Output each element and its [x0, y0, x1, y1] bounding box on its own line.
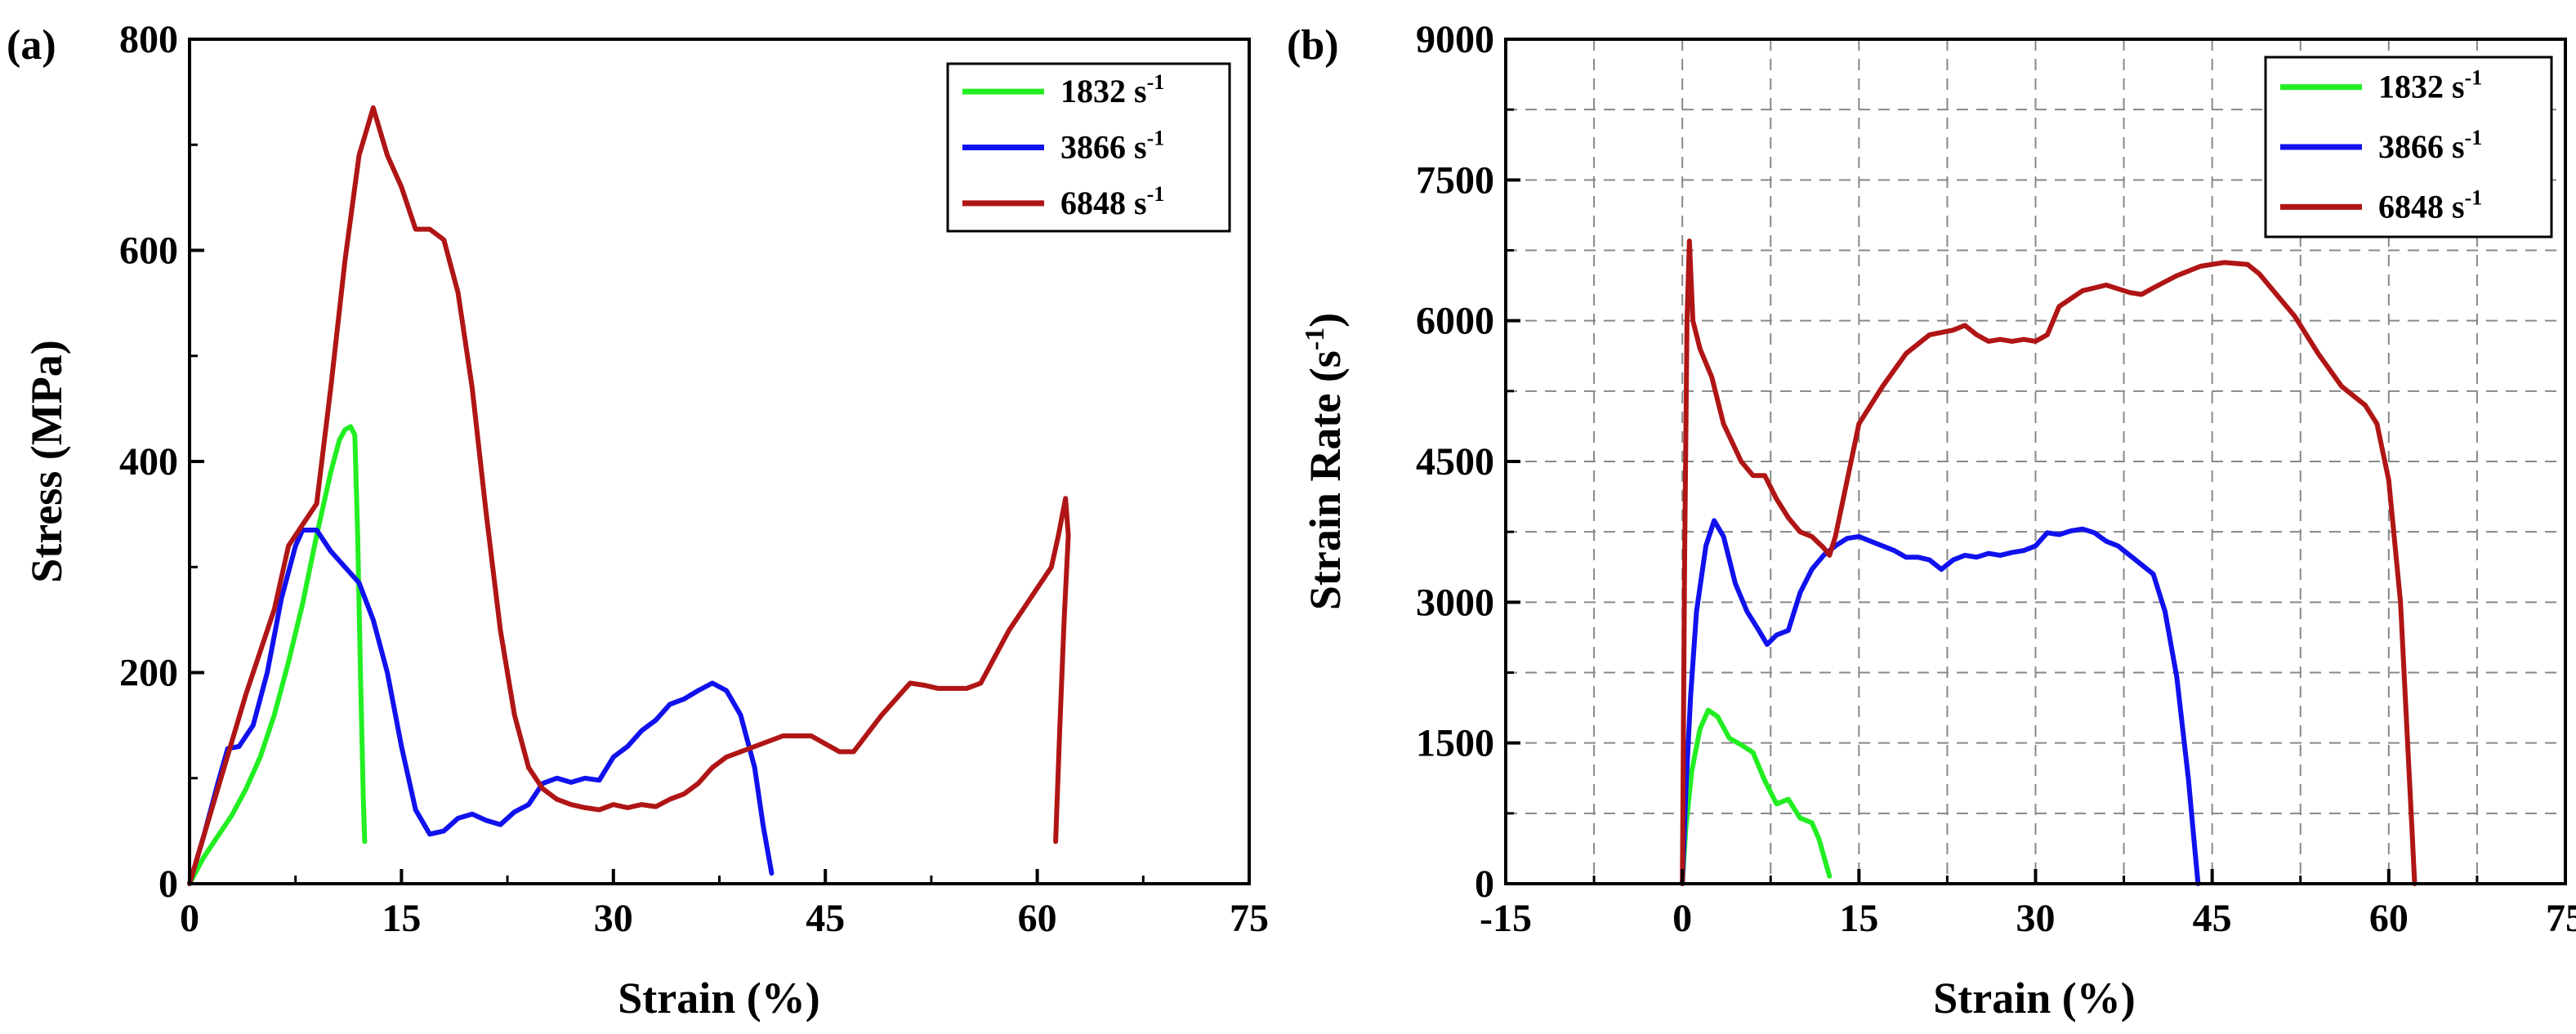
panel-b-y-axis-label: Strain Rate (s-1) — [1300, 313, 1350, 610]
panel-a-series — [187, 105, 1071, 886]
series-line-1832 — [187, 424, 368, 886]
series-line-3866 — [1680, 518, 2201, 886]
y-tick-label: 3000 — [1416, 581, 1494, 624]
y-tick-label: 6000 — [1416, 300, 1494, 343]
x-tick-label: 0 — [180, 897, 199, 940]
panel-b-series — [1680, 238, 2418, 886]
x-tick-label: 75 — [2546, 897, 2576, 940]
x-tick-label: 45 — [806, 897, 845, 940]
y-tick-label: 600 — [119, 230, 178, 273]
y-tick-label: 1500 — [1416, 722, 1494, 765]
legend-label-3866: 3866 s-1 — [2378, 126, 2482, 165]
x-tick-label: 60 — [1018, 897, 1057, 940]
y-tick-label: 9000 — [1416, 18, 1494, 61]
legend-label-6848: 6848 s-1 — [1060, 182, 1164, 221]
legend-label-3866: 3866 s-1 — [1060, 127, 1164, 166]
x-tick-label: 30 — [594, 897, 633, 940]
y-tick-label: 4500 — [1416, 440, 1494, 484]
panel-b-x-axis-label: Strain (%) — [1933, 974, 2135, 1023]
x-tick-label: 75 — [1230, 897, 1269, 940]
y-tick-label: 0 — [1475, 862, 1494, 906]
panel-b: (b) -15 0 15 30 45 60 750150030004500600075009… — [1287, 18, 2576, 1023]
panel-label-a: (a) — [7, 22, 56, 69]
panel-b-y-axis-label-end: ) — [1301, 313, 1350, 328]
x-tick-label: 15 — [1839, 897, 1878, 940]
y-tick-label: 7500 — [1416, 158, 1494, 202]
panel-a-legend: 1832 s-1 3866 s-1 6848 s-1 — [946, 62, 1231, 233]
panel-a-y-axis-label: Stress (MPa) — [22, 340, 71, 582]
x-tick-label: 0 — [1672, 897, 1692, 940]
x-tick-label: 30 — [2016, 897, 2056, 940]
series-line-3866 — [187, 528, 775, 886]
panel-a-x-axis-label: Strain (%) — [618, 974, 819, 1023]
panel-b-y-axis-label-main: Strain Rate (s — [1301, 350, 1350, 610]
panel-a-ticks: 0 15 30 45 60 75 0 200 400 600 800 — [119, 18, 1269, 940]
series-line-1832 — [1680, 707, 1833, 886]
legend-label-1832: 1832 s-1 — [1060, 70, 1164, 109]
legend-label-1832: 1832 s-1 — [2378, 66, 2482, 105]
legend-label-6848: 6848 s-1 — [2378, 185, 2482, 225]
series-line-6848 — [187, 105, 1071, 886]
panel-b-y-axis-label-sup: -1 — [1300, 328, 1330, 350]
x-tick-label: 15 — [382, 897, 421, 940]
x-tick-label: 60 — [2369, 897, 2409, 940]
x-tick-label: -15 — [1480, 897, 1532, 940]
y-tick-label: 400 — [119, 440, 178, 484]
y-tick-label: 0 — [158, 862, 178, 906]
y-tick-label: 800 — [119, 18, 178, 61]
x-tick-label: 45 — [2193, 897, 2232, 940]
y-tick-label: 200 — [119, 652, 178, 695]
panel-label-b: (b) — [1287, 22, 1339, 69]
panel-b-legend: 1832 s-1 3866 s-1 6848 s-1 — [2264, 56, 2553, 238]
series-line-6848 — [1680, 238, 2418, 886]
